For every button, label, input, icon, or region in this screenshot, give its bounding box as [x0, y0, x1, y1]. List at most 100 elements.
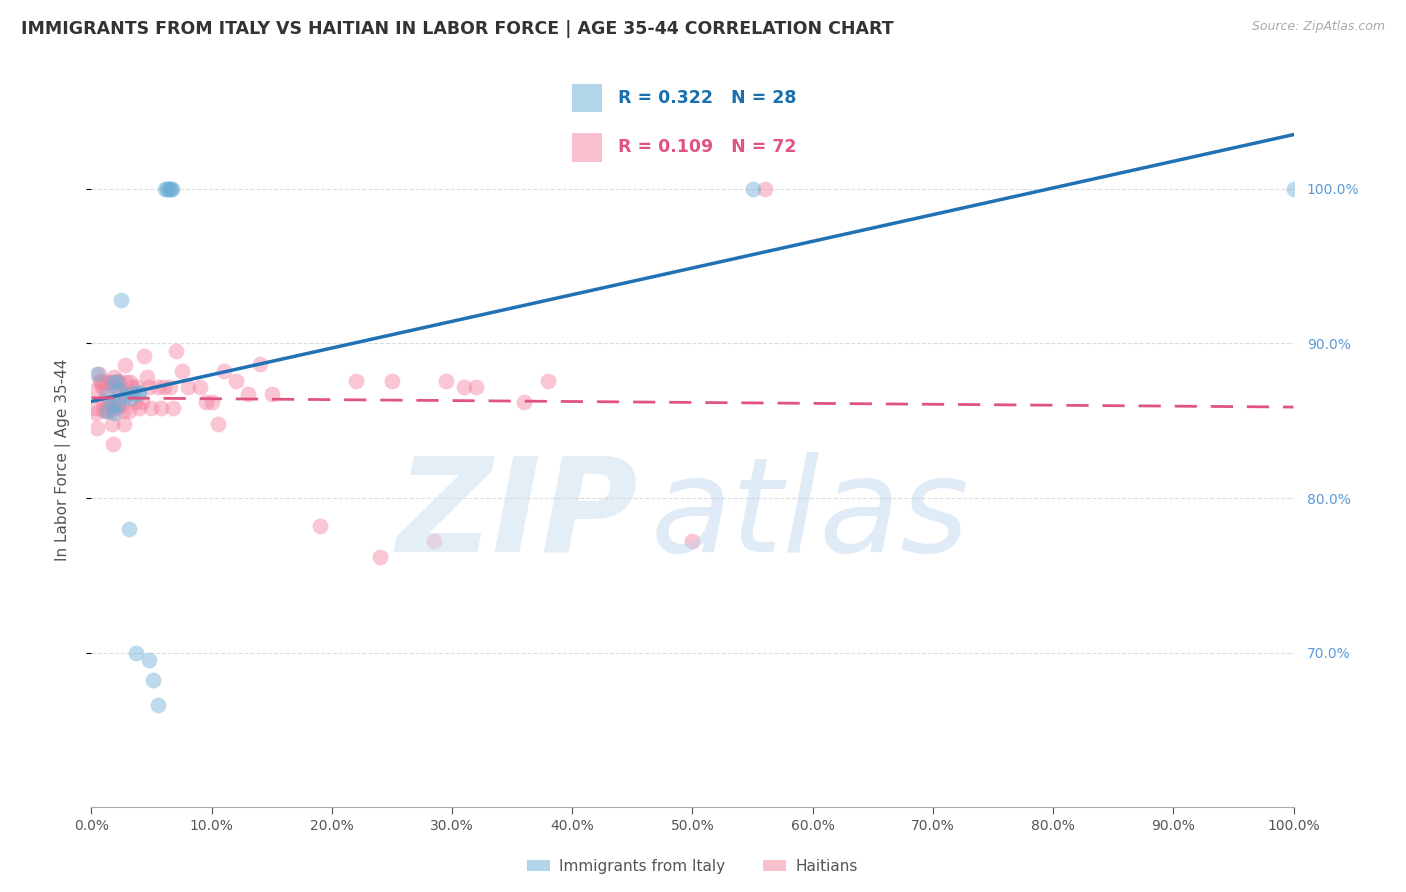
- Point: [110, 398, 132, 412]
- Point: [681, 534, 703, 549]
- Point: [103, 370, 125, 384]
- Point: [101, 398, 124, 412]
- Text: R = 0.109   N = 72: R = 0.109 N = 72: [619, 138, 797, 156]
- Point: [212, 364, 235, 378]
- Point: [194, 395, 217, 409]
- Point: [111, 404, 134, 418]
- Point: [236, 387, 259, 401]
- Point: [93, 383, 115, 397]
- Point: [159, 182, 181, 196]
- Legend: Immigrants from Italy, Haitians: Immigrants from Italy, Haitians: [520, 853, 865, 880]
- Point: [1282, 182, 1305, 196]
- Point: [96, 375, 118, 389]
- Point: [112, 417, 135, 431]
- Point: [434, 374, 457, 388]
- Point: [741, 182, 763, 196]
- Point: [138, 653, 160, 667]
- Point: [94, 404, 117, 418]
- Point: [118, 522, 141, 536]
- Point: [127, 385, 149, 400]
- Point: [98, 375, 121, 389]
- Point: [125, 380, 148, 394]
- Point: [103, 406, 125, 420]
- Point: [153, 182, 176, 196]
- Point: [97, 395, 120, 409]
- Point: [104, 380, 127, 394]
- Point: [118, 375, 141, 389]
- Point: [84, 401, 107, 416]
- Point: [108, 374, 131, 388]
- Point: [93, 403, 115, 417]
- Point: [513, 395, 536, 409]
- Point: [96, 389, 118, 403]
- Point: [150, 401, 173, 416]
- Point: [120, 391, 142, 405]
- Point: [96, 404, 118, 418]
- Point: [754, 182, 776, 196]
- Point: [344, 374, 367, 388]
- Point: [86, 368, 108, 382]
- FancyBboxPatch shape: [572, 84, 602, 112]
- Point: [465, 380, 488, 394]
- Point: [128, 385, 150, 400]
- Point: [381, 374, 404, 388]
- Point: [107, 398, 129, 412]
- Point: [368, 549, 391, 564]
- Point: [93, 395, 115, 409]
- Point: [159, 182, 181, 196]
- Point: [249, 357, 271, 371]
- Point: [160, 182, 183, 196]
- FancyBboxPatch shape: [572, 133, 602, 161]
- Text: atlas: atlas: [651, 451, 969, 579]
- Point: [87, 368, 110, 382]
- Point: [104, 401, 127, 416]
- Point: [308, 519, 330, 533]
- Point: [201, 395, 224, 409]
- Point: [101, 417, 124, 431]
- Point: [135, 370, 157, 384]
- Point: [124, 395, 146, 409]
- Point: [138, 380, 160, 394]
- Point: [423, 534, 446, 549]
- Point: [156, 182, 179, 196]
- Text: IMMIGRANTS FROM ITALY VS HAITIAN IN LABOR FORCE | AGE 35-44 CORRELATION CHART: IMMIGRANTS FROM ITALY VS HAITIAN IN LABO…: [21, 20, 894, 37]
- Point: [453, 380, 475, 394]
- Point: [260, 387, 283, 401]
- Point: [86, 421, 108, 435]
- Point: [176, 380, 198, 394]
- Point: [188, 380, 211, 394]
- Point: [90, 375, 112, 389]
- Point: [100, 404, 122, 418]
- Point: [537, 374, 560, 388]
- Point: [114, 358, 136, 372]
- Point: [108, 383, 131, 397]
- Point: [121, 380, 143, 394]
- Point: [101, 375, 124, 389]
- Point: [118, 404, 141, 418]
- Point: [134, 349, 156, 363]
- Point: [117, 385, 139, 400]
- Point: [142, 673, 165, 688]
- Text: R = 0.322   N = 28: R = 0.322 N = 28: [619, 89, 797, 107]
- Point: [110, 293, 132, 307]
- Point: [115, 375, 138, 389]
- Point: [128, 401, 150, 416]
- Point: [131, 395, 153, 409]
- Point: [207, 417, 229, 431]
- Point: [159, 380, 181, 394]
- Point: [98, 398, 121, 412]
- Point: [146, 698, 169, 713]
- Point: [121, 385, 143, 400]
- Point: [89, 374, 111, 388]
- Point: [107, 395, 129, 409]
- Point: [225, 374, 247, 388]
- Point: [114, 389, 136, 403]
- Text: Source: ZipAtlas.com: Source: ZipAtlas.com: [1251, 20, 1385, 33]
- Point: [125, 646, 148, 660]
- Point: [152, 380, 174, 394]
- Point: [141, 401, 163, 416]
- Point: [84, 406, 107, 420]
- Text: ZIP: ZIP: [396, 451, 638, 579]
- Point: [162, 401, 184, 416]
- Point: [157, 182, 180, 196]
